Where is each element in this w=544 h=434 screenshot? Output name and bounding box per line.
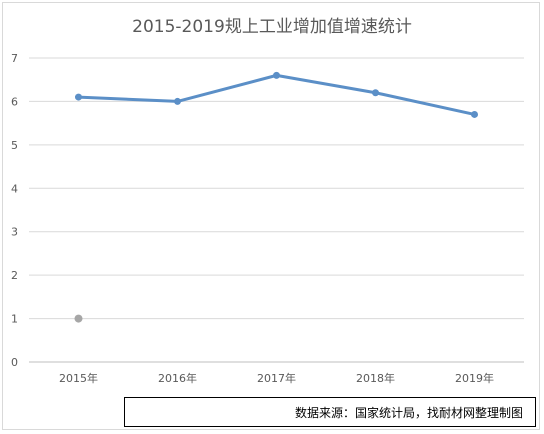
- gridlines: [29, 57, 524, 363]
- y-axis-ticks: 0 1 2 3 4 5 6 7: [11, 52, 18, 369]
- chart-frame: [2, 2, 540, 430]
- y-tick-label: 2: [11, 269, 18, 282]
- y-tick-label: 6: [11, 95, 18, 108]
- y-tick-label: 7: [11, 52, 18, 65]
- y-tick-label: 3: [11, 226, 18, 239]
- data-point: [273, 71, 280, 79]
- y-tick-label: 4: [11, 182, 18, 195]
- source-note: 数据来源：国家统计局，找耐材网整理制图: [294, 406, 523, 420]
- y-tick-label: 5: [11, 139, 18, 152]
- data-point: [75, 93, 82, 101]
- x-tick-label: 2016年: [158, 371, 197, 385]
- series-layer: [74, 71, 478, 323]
- series-line: [77, 73, 476, 116]
- chart-title: 2015-2019规上工业增加值增速统计: [132, 17, 412, 37]
- x-tick-label: 2015年: [59, 371, 98, 385]
- data-point: [471, 110, 478, 118]
- x-tick-label: 2017年: [257, 371, 296, 385]
- y-tick-label: 1: [11, 313, 18, 326]
- x-tick-label: 2018年: [356, 371, 395, 385]
- data-point: [74, 314, 83, 323]
- y-tick-label: 0: [11, 356, 18, 369]
- source-box: 数据来源：国家统计局，找耐材网整理制图: [124, 397, 536, 427]
- data-point: [372, 89, 379, 97]
- data-point: [174, 97, 181, 105]
- x-tick-label: 2019年: [455, 371, 494, 385]
- x-axis-ticks: 2015年 2016年 2017年 2018年 2019年: [59, 371, 494, 385]
